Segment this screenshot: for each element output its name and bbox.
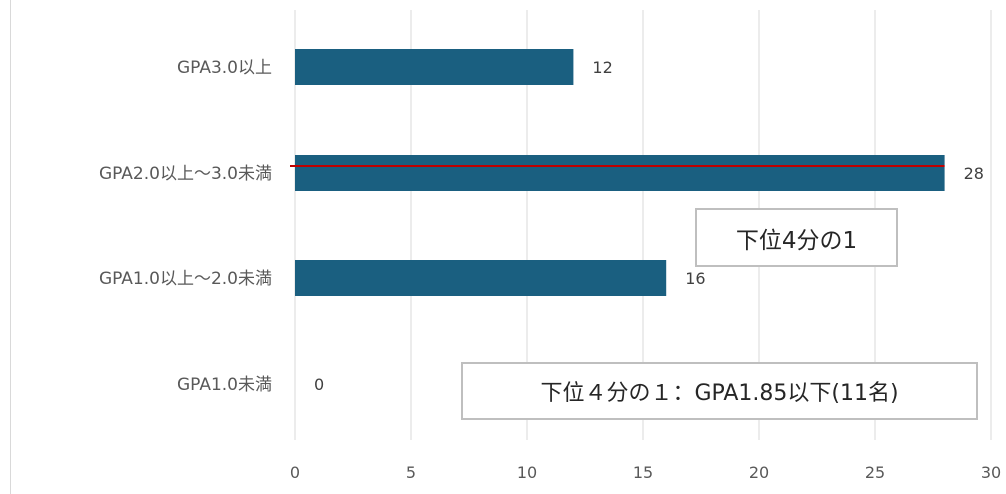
category-label-2: GPA1.0以上～2.0未満 <box>99 269 272 289</box>
x-tick-label-6: 30 <box>981 463 1001 482</box>
data-label-3: 0 <box>314 375 324 394</box>
chart-frame-left-edge <box>10 0 11 494</box>
data-label-0: 12 <box>592 58 612 77</box>
data-label-1: 28 <box>964 164 984 183</box>
category-label-0: GPA3.0以上 <box>177 58 272 78</box>
annotation-summary-text: 下位４分の１：GPA1.85以下(11名) <box>540 381 899 406</box>
bar-1 <box>295 155 945 191</box>
x-tick-label-1: 5 <box>406 463 416 482</box>
bar-2 <box>295 260 667 296</box>
x-tick-label-2: 10 <box>517 463 537 482</box>
x-tick-label-0: 0 <box>290 463 300 482</box>
annotation-summary-box: 下位４分の１：GPA1.85以下(11名) <box>461 362 978 420</box>
annotation-quartile-box: 下位4分の1 <box>695 208 898 267</box>
category-label-1: GPA2.0以上～3.0未満 <box>99 164 272 184</box>
x-tick-label-4: 20 <box>749 463 769 482</box>
data-label-2: 16 <box>685 269 705 288</box>
category-label-3: GPA1.0未満 <box>177 375 272 395</box>
bar-0 <box>295 49 574 85</box>
x-tick-label-5: 25 <box>865 463 885 482</box>
annotation-quartile-text: 下位4分の1 <box>735 227 858 254</box>
x-tick-label-3: 15 <box>633 463 653 482</box>
